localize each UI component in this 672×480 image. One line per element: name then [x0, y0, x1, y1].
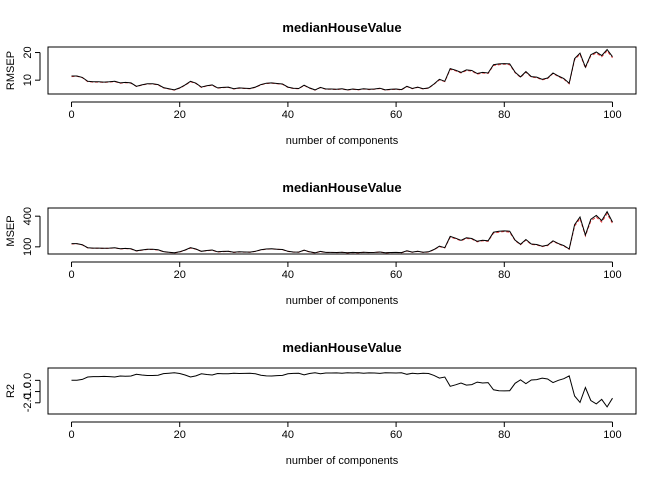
chart-panel-2: medianHouseValue 0 20 40 60 80 100 number of co…: [5, 180, 637, 307]
y-tick-label: 100: [22, 238, 34, 256]
x-tick-label: 0: [68, 109, 74, 121]
y-axis-label: MSEP: [5, 215, 17, 246]
plot-frame: [47, 367, 637, 415]
chart-panel-3: medianHouseValue 0 20 40 60 80 100 number of co…: [5, 340, 637, 467]
x-tick-label: 100: [603, 429, 621, 441]
x-tick-label: 20: [174, 109, 186, 121]
chart-title: medianHouseValue: [282, 180, 401, 195]
x-tick-label: 40: [282, 429, 294, 441]
y-tick-label: -2.0: [22, 393, 34, 412]
series-line-adjusted: [71, 212, 613, 254]
chart-panel-1: medianHouseValue 0 20 40 60 80 100 number of co…: [5, 20, 637, 147]
series-line-main: [71, 48, 613, 91]
x-tick-label: 40: [282, 269, 294, 281]
x-tick-label: 0: [68, 429, 74, 441]
x-tick-label: 100: [603, 109, 621, 121]
x-tick-label: 60: [390, 269, 402, 281]
plot-frame: [47, 207, 637, 255]
y-tick-label: 0.0: [22, 373, 34, 388]
x-tick-label: 60: [390, 429, 402, 441]
x-axis-label: number of components: [286, 135, 399, 147]
x-tick-label: 0: [68, 269, 74, 281]
x-tick-label: 80: [498, 109, 510, 121]
x-axis-label: number of components: [286, 295, 399, 307]
plot-frame: [47, 46, 637, 95]
y-tick-label: 10: [22, 74, 34, 86]
x-tick-label: 40: [282, 109, 294, 121]
chart-title: medianHouseValue: [282, 20, 401, 35]
x-axis-label: number of components: [286, 455, 399, 467]
y-axis-label: RMSEP: [5, 51, 17, 90]
chart-title: medianHouseValue: [282, 340, 401, 355]
x-tick-label: 100: [603, 269, 621, 281]
y-tick-label: -1.0: [22, 382, 34, 401]
x-tick-label: 80: [498, 269, 510, 281]
x-tick-label: 20: [174, 269, 186, 281]
y-tick-label: 400: [22, 207, 34, 225]
x-tick-label: 20: [174, 429, 186, 441]
y-tick-label: 20: [22, 46, 34, 58]
y-axis-label: R2: [5, 384, 17, 398]
x-tick-label: 80: [498, 429, 510, 441]
x-tick-label: 60: [390, 109, 402, 121]
series-line-main: [71, 372, 613, 408]
series-line-main: [71, 210, 613, 254]
